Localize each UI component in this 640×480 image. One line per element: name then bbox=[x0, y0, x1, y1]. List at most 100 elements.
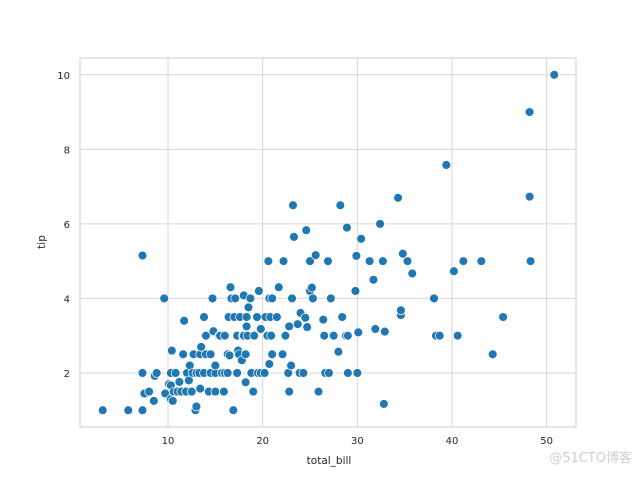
data-point bbox=[380, 326, 390, 337]
data-point bbox=[277, 349, 288, 360]
data-point bbox=[174, 377, 185, 387]
data-point bbox=[241, 312, 252, 322]
data-point bbox=[364, 256, 375, 266]
data-point bbox=[159, 293, 169, 304]
data-point bbox=[167, 345, 177, 356]
data-point bbox=[149, 396, 159, 406]
data-point bbox=[97, 405, 108, 415]
data-point bbox=[524, 107, 535, 117]
data-point bbox=[170, 368, 181, 378]
data-point bbox=[151, 368, 162, 378]
data-point bbox=[256, 324, 266, 334]
data-point bbox=[284, 386, 294, 397]
data-point bbox=[549, 70, 559, 80]
data-point bbox=[284, 321, 294, 332]
data-point bbox=[240, 349, 251, 360]
x-tick-labels: 10 20 30 40 50 bbox=[162, 436, 553, 447]
data-point bbox=[280, 330, 291, 341]
data-point bbox=[350, 286, 361, 296]
y-tick-label: 2 bbox=[64, 369, 70, 380]
data-point bbox=[225, 282, 236, 292]
data-point bbox=[343, 330, 353, 341]
data-point bbox=[300, 313, 311, 323]
data-point bbox=[222, 368, 233, 378]
data-point bbox=[123, 405, 134, 415]
data-point bbox=[335, 200, 346, 210]
data-point bbox=[378, 256, 388, 266]
data-point bbox=[434, 330, 445, 341]
data-points bbox=[97, 70, 559, 415]
data-point bbox=[243, 302, 254, 313]
data-point bbox=[441, 160, 452, 170]
data-point bbox=[210, 360, 221, 371]
x-tick-label: 50 bbox=[540, 436, 553, 447]
data-point bbox=[278, 256, 289, 266]
data-point bbox=[199, 312, 209, 322]
plot-frame bbox=[79, 57, 577, 428]
data-point bbox=[402, 256, 413, 266]
data-point bbox=[323, 256, 333, 266]
data-point bbox=[228, 405, 239, 415]
data-point bbox=[396, 305, 406, 316]
x-tick-label: 40 bbox=[446, 436, 459, 447]
data-point bbox=[351, 251, 362, 261]
data-point bbox=[452, 330, 463, 341]
data-point bbox=[178, 349, 188, 360]
data-point bbox=[179, 316, 189, 326]
data-point bbox=[370, 324, 381, 334]
data-point bbox=[302, 322, 312, 332]
data-point bbox=[301, 225, 311, 235]
data-point bbox=[287, 293, 297, 304]
data-point bbox=[375, 219, 385, 229]
data-point bbox=[232, 368, 242, 378]
data-point bbox=[259, 368, 270, 378]
x-tick-label: 10 bbox=[162, 436, 175, 447]
data-point bbox=[241, 321, 252, 332]
data-point bbox=[407, 268, 417, 279]
data-point bbox=[252, 312, 262, 322]
data-point bbox=[352, 368, 363, 378]
y-tick-label: 8 bbox=[64, 145, 70, 156]
y-tick-label: 4 bbox=[64, 294, 70, 305]
data-point bbox=[337, 312, 347, 322]
data-point bbox=[137, 250, 148, 261]
data-point bbox=[186, 386, 197, 397]
data-point bbox=[263, 256, 274, 266]
data-point bbox=[240, 377, 251, 388]
data-point bbox=[343, 368, 353, 378]
data-point bbox=[318, 314, 329, 325]
x-tick-label: 30 bbox=[351, 436, 364, 447]
data-point bbox=[286, 360, 296, 371]
y-tick-labels: 2 4 6 8 10 bbox=[57, 71, 70, 380]
data-point bbox=[224, 350, 235, 361]
data-point bbox=[144, 386, 154, 397]
data-point bbox=[342, 222, 352, 233]
data-point bbox=[267, 293, 277, 304]
data-point bbox=[326, 293, 336, 304]
data-point bbox=[498, 312, 508, 322]
data-point bbox=[449, 266, 459, 276]
data-point bbox=[379, 399, 389, 409]
data-point bbox=[324, 368, 334, 378]
data-point bbox=[266, 330, 276, 341]
data-point bbox=[524, 191, 535, 202]
data-point bbox=[288, 200, 298, 210]
data-point bbox=[205, 349, 216, 360]
data-point bbox=[196, 342, 206, 352]
data-point bbox=[310, 250, 321, 260]
data-point bbox=[319, 330, 329, 341]
data-point bbox=[267, 349, 277, 360]
data-point bbox=[137, 368, 148, 378]
data-point bbox=[393, 193, 403, 203]
data-point bbox=[274, 282, 284, 292]
data-point bbox=[191, 401, 202, 412]
data-point bbox=[207, 293, 218, 304]
data-point bbox=[230, 293, 240, 304]
data-point bbox=[305, 256, 315, 266]
data-point bbox=[219, 386, 229, 397]
data-point bbox=[429, 293, 439, 304]
data-point bbox=[220, 330, 230, 341]
y-axis-label: tip bbox=[36, 235, 48, 249]
data-point bbox=[289, 232, 299, 242]
